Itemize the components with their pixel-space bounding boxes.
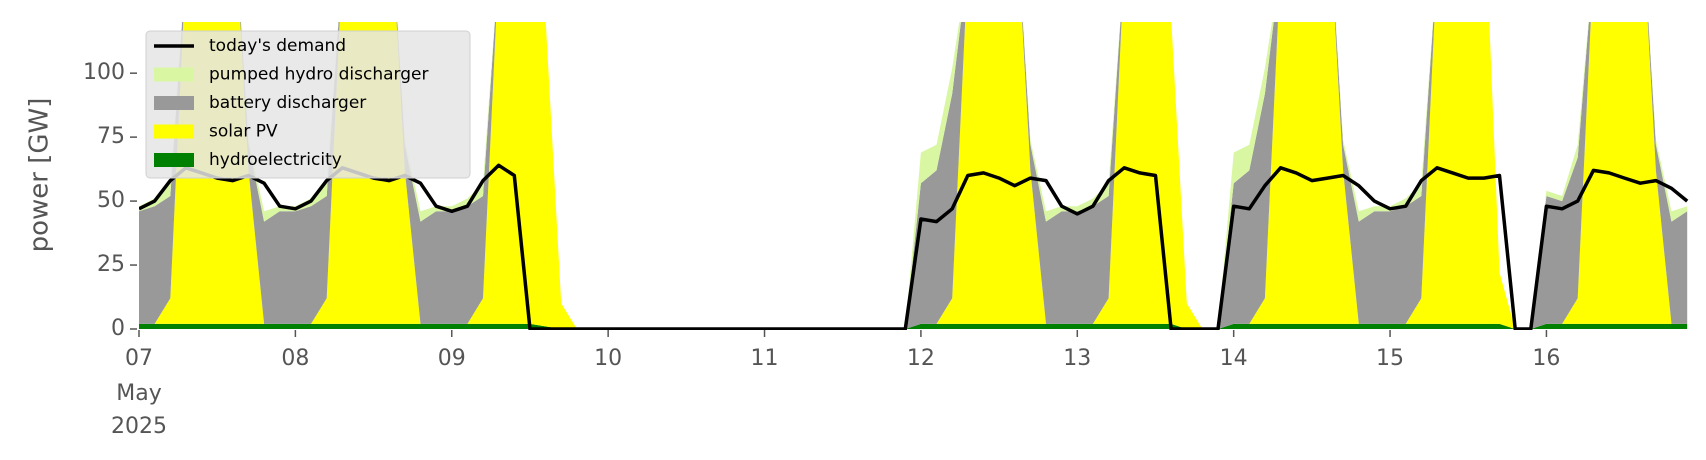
legend-label: today's demand bbox=[209, 36, 346, 56]
plot-area bbox=[139, 22, 1689, 330]
y-tick-label: 25 bbox=[97, 252, 125, 277]
x-axis-month: May bbox=[116, 381, 161, 406]
legend-box bbox=[145, 30, 471, 179]
x-tick-label: 15 bbox=[1376, 346, 1404, 371]
y-tick-label: 75 bbox=[97, 124, 125, 149]
y-tick-label: 50 bbox=[97, 188, 125, 213]
x-tick-label: 13 bbox=[1063, 346, 1091, 371]
x-tick-label: 14 bbox=[1220, 346, 1248, 371]
legend-label: battery discharger bbox=[209, 93, 366, 113]
legend-label: pumped hydro discharger bbox=[209, 65, 428, 85]
legend-swatch bbox=[154, 153, 194, 167]
x-tick-label: 12 bbox=[907, 346, 935, 371]
legend-swatch bbox=[154, 67, 194, 82]
area bbox=[139, 323, 1688, 329]
legend-label: hydroelectricity bbox=[209, 150, 342, 170]
legend-swatch bbox=[154, 96, 194, 110]
x-tick-label: 08 bbox=[281, 346, 309, 371]
x-tick-label: 11 bbox=[751, 346, 779, 371]
legend-swatch bbox=[154, 124, 194, 139]
x-tick-label: 16 bbox=[1532, 346, 1560, 371]
y-tick-label: 0 bbox=[111, 316, 125, 341]
area bbox=[139, 22, 1688, 329]
x-axis-year: 2025 bbox=[111, 414, 167, 439]
legend-label: solar PV bbox=[209, 122, 278, 142]
x-tick-label: 07 bbox=[125, 346, 153, 371]
x-tick-label: 09 bbox=[438, 346, 466, 371]
y-axis-label: power [GW] bbox=[25, 98, 55, 253]
legend: today's demand pumped hydro discharger bat… bbox=[145, 30, 471, 179]
x-tick-label: 10 bbox=[594, 346, 622, 371]
y-tick-label: 100 bbox=[83, 60, 125, 85]
